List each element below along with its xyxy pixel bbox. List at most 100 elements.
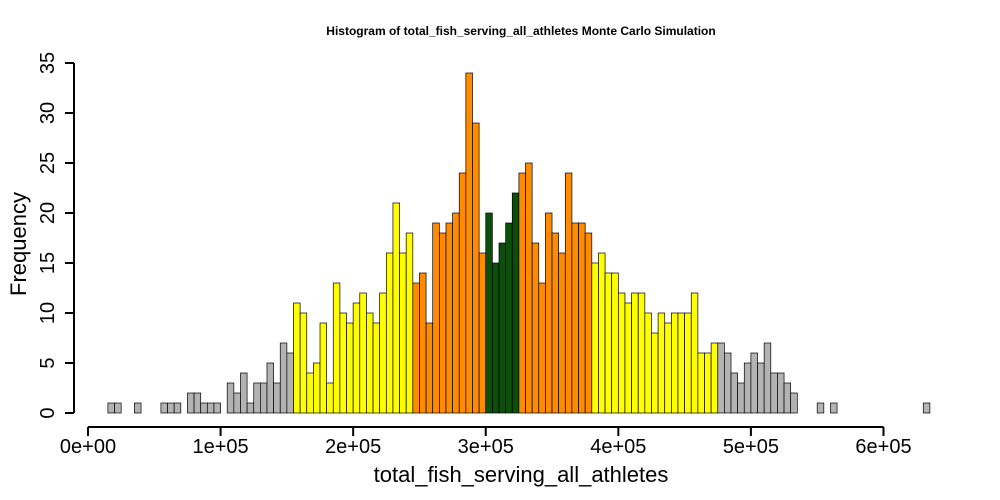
x-axis: 0e+00 1e+05 2e+05 3e+05 4e+05 5e+05 6e+05 (60, 426, 912, 458)
histogram-bar (518, 172, 526, 414)
histogram-bar (545, 212, 553, 414)
histogram-bar (710, 342, 719, 414)
histogram-bar (306, 372, 314, 414)
histogram-bar (591, 262, 599, 414)
x-tick-label: 4e+05 (590, 436, 646, 458)
histogram-bar (286, 352, 294, 414)
histogram-bar (279, 342, 288, 414)
histogram-bar (763, 342, 772, 414)
histogram-bar (206, 402, 215, 414)
histogram-bar (677, 312, 685, 414)
histogram-bar (816, 402, 825, 414)
histogram-bar (160, 402, 168, 414)
histogram-bar (737, 382, 745, 414)
histogram-bar (684, 312, 692, 414)
x-axis-title: total_fish_serving_all_athletes (374, 462, 669, 487)
histogram-bar (770, 372, 778, 414)
histogram-bar (670, 312, 679, 414)
histogram-bar (498, 242, 506, 414)
histogram-bar (558, 252, 566, 414)
histogram-bar (730, 372, 739, 414)
histogram-bar (651, 332, 659, 414)
x-tick-label: 2e+05 (325, 436, 381, 458)
y-tick-label: 15 (37, 252, 59, 274)
y-tick-label: 25 (37, 152, 59, 174)
histogram-bar (478, 252, 487, 414)
histogram-bar (584, 232, 593, 414)
histogram-bar (438, 232, 447, 414)
histogram-bar (399, 252, 407, 414)
histogram-bar (750, 352, 758, 414)
histogram-bar (419, 272, 427, 414)
histogram-bar (187, 392, 195, 414)
histogram-bar (385, 252, 394, 414)
histogram-bar (604, 272, 613, 414)
y-tick-label: 35 (37, 52, 59, 74)
histogram-bar (226, 382, 235, 414)
histogram-bar (624, 302, 632, 414)
histogram-bar (790, 392, 798, 414)
histogram-bar (114, 402, 122, 414)
histogram-bar (664, 322, 672, 414)
histogram-bar (293, 302, 301, 414)
histogram-bar (697, 352, 705, 414)
histogram-bar (273, 382, 281, 414)
histogram-bar (107, 402, 115, 414)
histogram-bar (372, 322, 381, 414)
histogram-bar (505, 222, 513, 414)
histogram-bar (538, 282, 546, 414)
histogram-bar (571, 222, 579, 414)
histogram-bar (253, 382, 261, 414)
histogram-bar (578, 222, 586, 414)
histogram-bar (319, 322, 327, 414)
histogram-bar (485, 212, 493, 414)
histogram-bar (631, 292, 639, 414)
histogram-bar (366, 312, 374, 414)
histogram-bar (743, 362, 752, 414)
histogram-bar (757, 362, 765, 414)
chart-title: Histogram of total_fish_serving_all_athl… (326, 24, 715, 38)
histogram-bar (200, 402, 208, 414)
histogram-bar (531, 242, 540, 414)
histogram-bar (260, 382, 268, 414)
histogram-bar (339, 312, 347, 414)
histogram-bar (326, 382, 334, 414)
histogram-bar (617, 292, 626, 414)
y-tick-label: 5 (37, 357, 59, 368)
histogram-bar (425, 322, 434, 414)
x-tick-label: 6e+05 (855, 436, 911, 458)
y-tick-label: 20 (37, 202, 59, 224)
histogram-bar (233, 392, 241, 414)
histogram-bars (107, 72, 931, 414)
histogram-bar (922, 402, 931, 414)
histogram-bar (783, 382, 792, 414)
y-axis-title: Frequency (6, 192, 31, 296)
x-tick-label: 0e+00 (60, 436, 116, 458)
histogram-bar (412, 282, 420, 414)
histogram-bar (213, 402, 221, 414)
histogram-bar (452, 212, 460, 414)
histogram-bar (405, 232, 414, 414)
histogram-bar (777, 372, 785, 414)
histogram-bar (472, 122, 480, 414)
histogram-bar (511, 192, 520, 414)
histogram-bar (392, 202, 400, 414)
y-tick-label: 30 (37, 102, 59, 124)
y-axis: 0 5 10 15 20 25 30 35 (37, 52, 75, 419)
histogram-bar (717, 342, 725, 414)
histogram-bar (724, 352, 732, 414)
histogram-bar (637, 292, 646, 414)
histogram-bar (332, 282, 341, 414)
histogram-bar (830, 402, 838, 414)
histogram-bar (359, 292, 367, 414)
histogram-bar (346, 322, 354, 414)
histogram-bar (657, 312, 666, 414)
histogram-bar (551, 232, 560, 414)
histogram-bar (240, 372, 248, 414)
y-tick-label: 0 (37, 407, 59, 418)
histogram-bar (564, 172, 573, 414)
histogram-bar (134, 402, 142, 414)
histogram-bar (458, 172, 467, 414)
histogram-bar (193, 392, 202, 414)
histogram-bar (445, 222, 453, 414)
